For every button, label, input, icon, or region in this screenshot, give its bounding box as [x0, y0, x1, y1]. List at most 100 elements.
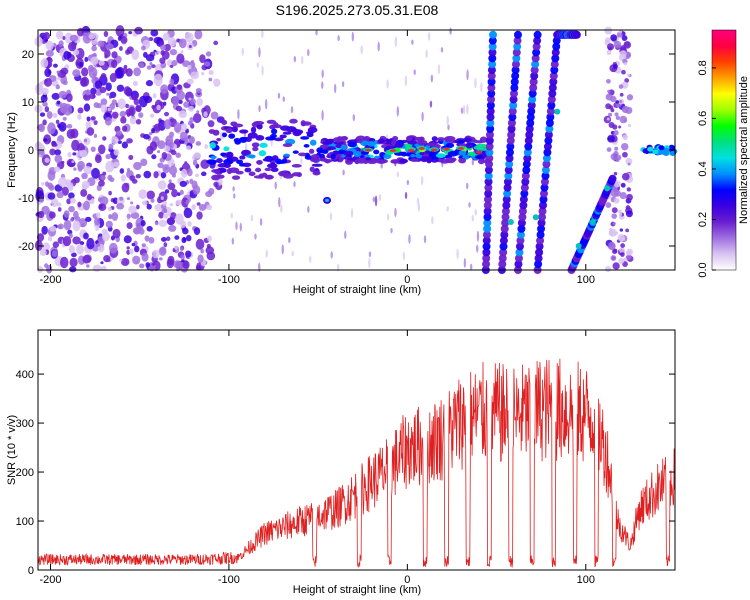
- spectrogram-band-blob: [282, 143, 293, 148]
- spectrogram-noise-blob: [62, 116, 67, 121]
- spectrogram-streak-blob: [516, 230, 525, 239]
- spectrogram-noise-blob: [169, 78, 175, 86]
- spectrogram-noise-blob: [47, 236, 53, 242]
- spectrogram-streak-blob: [551, 54, 560, 63]
- spectrogram-band-blob: [244, 167, 252, 173]
- spectrogram-noise-blob: [113, 149, 120, 156]
- spectrogram-streak-blob: [518, 207, 527, 216]
- spectrogram-noise-blob: [101, 265, 107, 271]
- spectrogram-noise-blob: [213, 181, 219, 188]
- spectrogram-noise-blob: [64, 32, 73, 44]
- spectrogram-noise-blob: [153, 123, 161, 132]
- spectrogram-noise-blob: [42, 101, 48, 107]
- spectrogram-noise-blob: [265, 249, 268, 258]
- spectrogram-noise-blob: [132, 80, 138, 87]
- spectrogram-noise-blob: [235, 221, 238, 231]
- spectrogram-noise-blob: [627, 123, 632, 128]
- spectrogram-noise-blob: [77, 150, 84, 158]
- spectrogram-noise-blob: [150, 29, 159, 37]
- spectrogram-streak-blob: [482, 242, 491, 251]
- spectrogram-streak-blob: [538, 213, 547, 222]
- spectrogram-noise-blob: [301, 55, 304, 65]
- spectrogram-noise-blob: [344, 230, 347, 239]
- spectrogram-noise-blob: [208, 77, 213, 82]
- spectrogram-noise-blob: [167, 213, 171, 217]
- spectrogram-noise-blob: [474, 208, 477, 216]
- spectrogram-noise-blob: [34, 36, 43, 47]
- spectrogram-noise-blob: [196, 110, 200, 114]
- spectrogram-band-blob: [364, 154, 370, 158]
- snr-y-tick-label: 100: [16, 516, 34, 528]
- spectrogram-streak-blob: [549, 71, 558, 80]
- spectrogram-noise-blob: [69, 266, 77, 273]
- spectrogram-noise-blob: [185, 250, 192, 258]
- spectrogram-band-blob: [647, 146, 654, 152]
- spectrogram-band-blob: [225, 151, 234, 159]
- snr-x-ticks: -200 -100 0 100: [39, 330, 595, 586]
- spectrogram-noise-blob: [192, 159, 198, 166]
- spectrogram-band-blob: [374, 155, 381, 159]
- spectrogram-band-blob: [479, 136, 488, 143]
- spectrogram-streak-blob: [526, 119, 535, 127]
- spectrogram-noise-blob: [195, 141, 202, 146]
- spectrogram-streak-blob: [485, 136, 494, 145]
- spectrogram-noise-blob: [625, 250, 631, 256]
- spectrogram-streak-blob: [487, 66, 496, 75]
- spectrogram-streak-blob: [513, 30, 522, 39]
- spectrogram-band-blob: [259, 142, 268, 148]
- spectrogram-band-blob: [229, 156, 239, 162]
- spectrogram-band-blob: [321, 149, 329, 154]
- spectrogram-noise-blob: [151, 262, 156, 266]
- spectrogram-noise-blob: [446, 115, 449, 126]
- spectrogram-noise-blob: [162, 32, 170, 41]
- spectrogram-noise-blob: [108, 213, 113, 220]
- spectrogram-noise-blob: [92, 72, 96, 77]
- spectrogram-streak-blob: [525, 130, 534, 139]
- spectrogram-noise-blob: [198, 204, 207, 211]
- spectrogram-noise-blob: [98, 197, 102, 202]
- spectrogram-band-blob: [652, 149, 659, 155]
- spectrogram-band-blob: [309, 139, 317, 146]
- spectrogram-noise-blob: [329, 212, 333, 221]
- spectrogram-noise-blob: [66, 93, 73, 102]
- spectrogram-noise-blob: [107, 206, 112, 212]
- spectrogram-streak-blob: [483, 201, 492, 210]
- spectrogram-noise-blob: [175, 152, 181, 158]
- spectrogram-noise-blob: [167, 217, 173, 223]
- spectrogram-noise-blob: [169, 203, 174, 207]
- spectrogram-band-blob: [296, 172, 302, 178]
- spectrogram-noise-blob: [180, 254, 185, 260]
- spectrogram-streak-blob: [540, 183, 549, 192]
- spectrogram-noise-blob: [171, 96, 179, 106]
- spectrogram-noise-blob: [193, 112, 202, 124]
- spectrogram-noise-blob: [307, 48, 310, 57]
- spectrogram-band-blob: [221, 119, 228, 126]
- spectrogram-band-blob: [669, 145, 676, 151]
- spectrogram-noise-blob: [148, 237, 155, 244]
- spectrogram-band-blob: [401, 151, 407, 157]
- spectrogram-streak-blob: [539, 189, 548, 198]
- spectrogram-streak-blob: [486, 101, 495, 110]
- spectrogram-streak-blob: [483, 213, 492, 222]
- spectrogram-noise-blob: [47, 182, 54, 190]
- spectrogram-streak-blob: [546, 113, 555, 122]
- spectrogram-noise-blob: [126, 138, 133, 144]
- spectrogram-streak-blob: [522, 160, 531, 169]
- spectrogram-noise-blob: [157, 162, 164, 169]
- spectrogram-streak-blob: [511, 66, 520, 75]
- spectrogram-streak-blob: [532, 42, 541, 51]
- spectrogram-noise-blob: [109, 72, 117, 83]
- spectrogram-band-blob: [410, 158, 419, 162]
- spectrogram-noise-blob: [96, 212, 101, 219]
- spectrogram-band-blob: [300, 121, 312, 126]
- spectrogram-streak-blob: [526, 113, 535, 122]
- spectrogram-noise-blob: [609, 95, 617, 103]
- spectrogram-band-blob: [262, 157, 272, 162]
- spectrogram-noise-blob: [471, 158, 475, 166]
- spectrogram-noise-blob: [188, 97, 192, 101]
- spectrogram-noise-blob: [105, 160, 115, 173]
- spectrogram-noise-blob: [163, 242, 168, 248]
- spectrogram-noise-blob: [81, 180, 90, 190]
- spectrogram-streak-blob: [488, 36, 497, 45]
